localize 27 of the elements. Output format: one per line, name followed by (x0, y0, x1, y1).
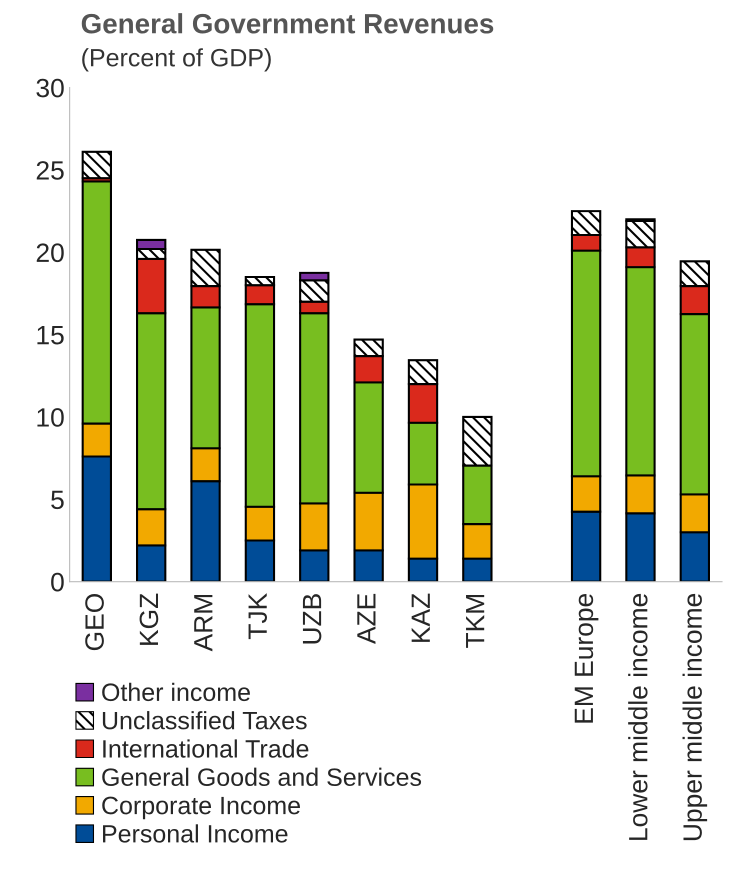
bar (82, 150, 112, 180)
x-tick-label: KAZ (412, 594, 430, 642)
legend-label: Unclassified Taxes (102, 711, 307, 730)
legend-label: Other income (102, 682, 250, 702)
y-tick-label: 25 (36, 161, 64, 180)
x-tick-label: Lower middle income (628, 594, 648, 840)
y-tick-label: 10 (37, 408, 64, 427)
y-tick-label: 15 (37, 326, 64, 344)
x-tick-label: UZB (302, 594, 322, 644)
x-tick-label: TKM (466, 594, 484, 648)
chart-title: General Government Revenues (82, 13, 494, 34)
x-tick-label: Upper middle income (682, 594, 708, 840)
legend-label: General Goods and Services (102, 768, 422, 786)
legend-label: Corporate Income (102, 796, 300, 820)
x-tick-label: AZE (357, 594, 376, 644)
y-tick-label: 0 (51, 572, 64, 592)
x-tick-label: ARM (194, 594, 212, 652)
legend-label: Personal Income (103, 824, 288, 843)
x-tick-label: TJK (248, 593, 267, 640)
y-tick-label: 5 (51, 490, 64, 510)
legend-label: International Trade (103, 739, 308, 758)
x-tick-label: KGZ (140, 594, 158, 645)
x-tick-label: EM Europe (574, 594, 598, 723)
y-tick-label: 30 (36, 78, 64, 98)
x-tick-label: GEO (85, 594, 104, 650)
y-tick-label: 20 (36, 243, 64, 262)
chart-subtitle: (Percent of GDP) (82, 48, 271, 72)
